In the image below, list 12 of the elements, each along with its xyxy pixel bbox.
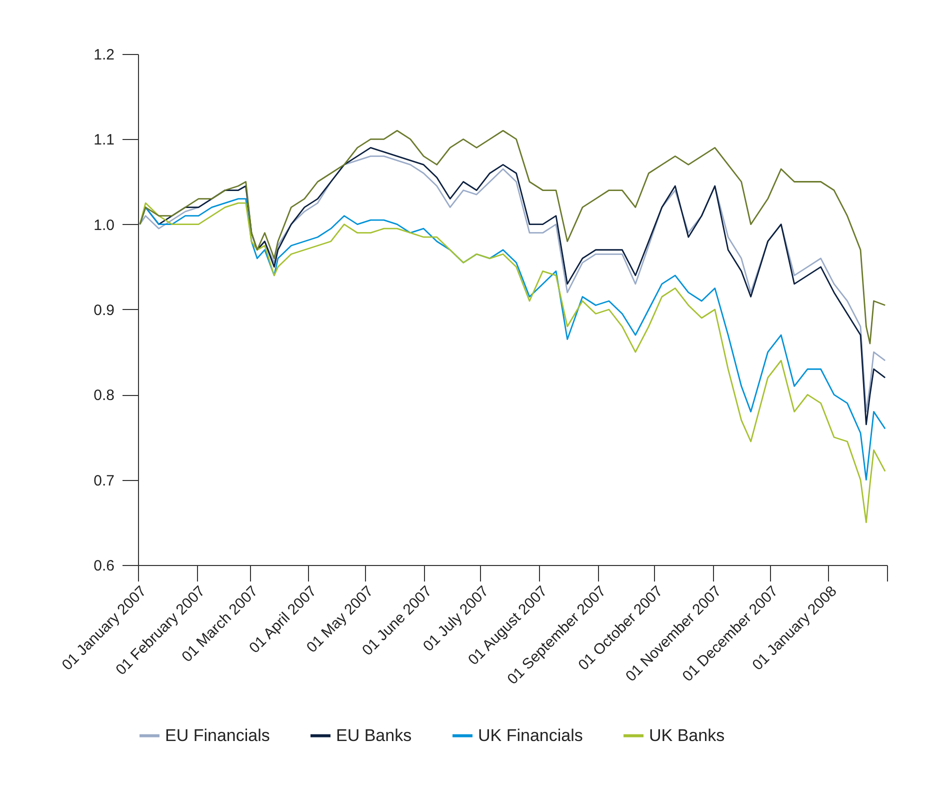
y-tick-label: 1.0 [94,216,114,234]
y-tick-label: 0.8 [94,387,114,404]
y-tick-label: 1.1 [94,132,114,149]
legend-label: EU Banks [336,726,412,745]
y-tick-label: 0.7 [94,472,114,490]
legend-label: UK Financials [478,726,583,745]
y-tick-label: 1.2 [94,46,114,64]
line-series [139,130,886,344]
legend-label: EU Financials [165,726,270,745]
legend-label: UK Banks [649,726,725,745]
y-tick-label: 0.9 [94,302,114,319]
y-tick-label: 0.6 [94,558,114,574]
